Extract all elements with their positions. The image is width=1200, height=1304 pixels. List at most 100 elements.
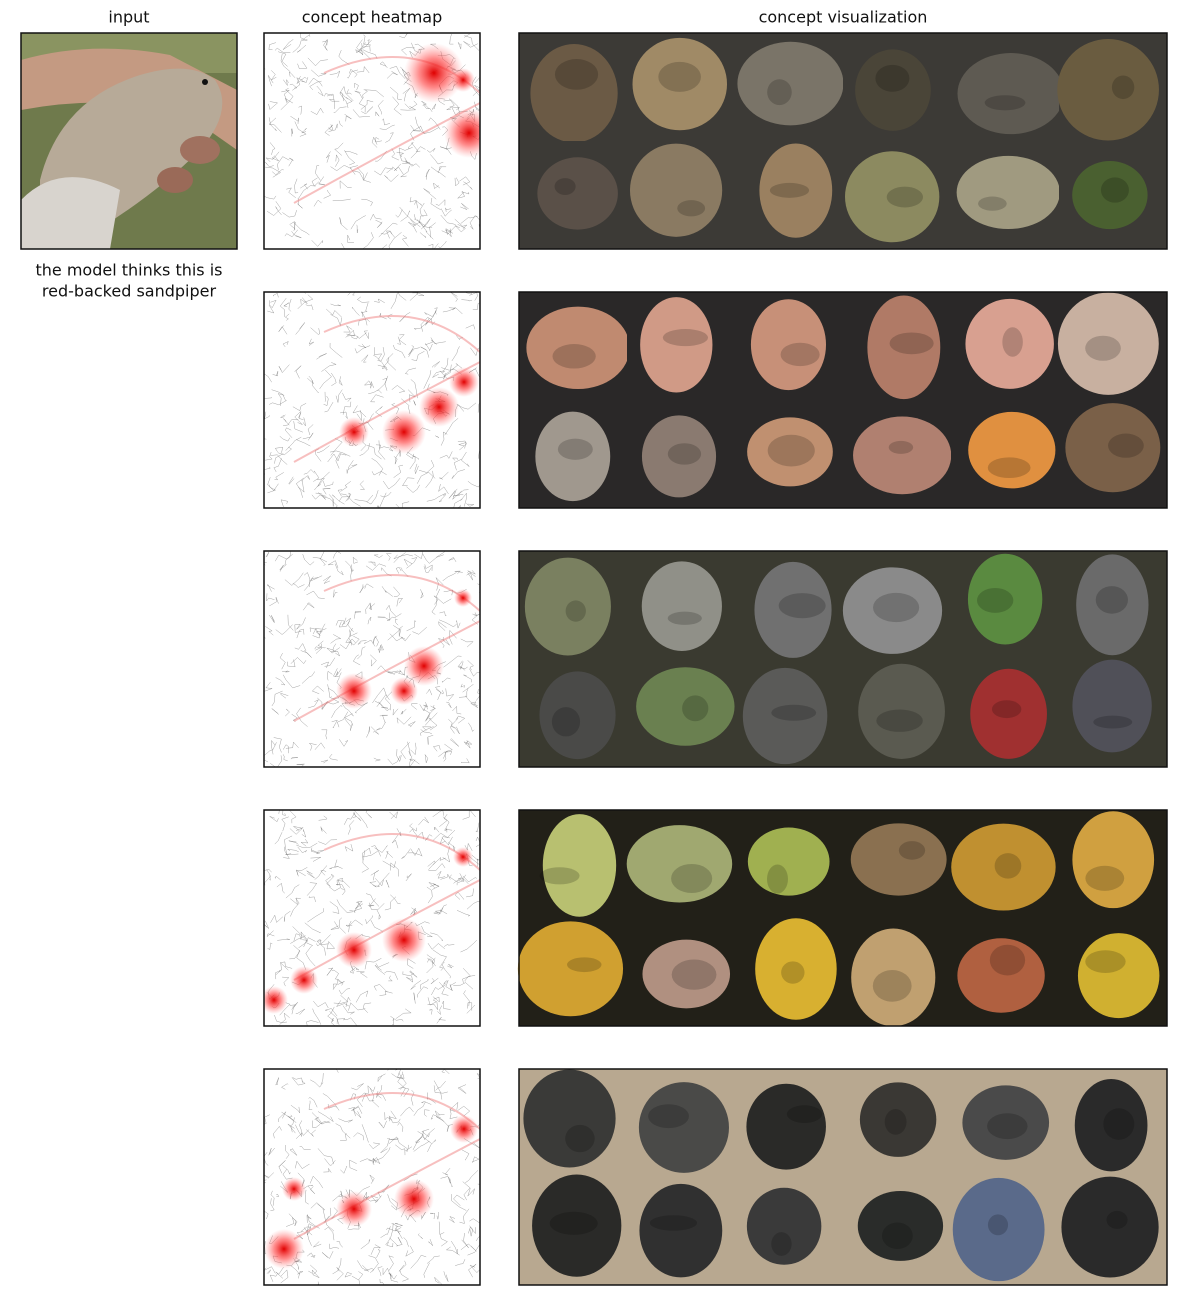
tile-blob bbox=[1057, 292, 1159, 395]
tile-detail bbox=[989, 944, 1026, 976]
tile-detail bbox=[565, 600, 586, 622]
tile-blob bbox=[638, 1082, 729, 1173]
tile-blob bbox=[755, 918, 837, 1020]
tile-blob bbox=[1074, 1079, 1148, 1172]
tile-blob bbox=[746, 1187, 822, 1265]
tile-blob bbox=[851, 928, 936, 1027]
frame bbox=[263, 32, 481, 250]
tile-detail bbox=[873, 592, 920, 623]
tile-detail bbox=[549, 1211, 598, 1235]
heat-spot bbox=[449, 367, 479, 397]
frame bbox=[263, 291, 481, 509]
caption-line: red-backed sandpiper bbox=[42, 282, 217, 301]
tile-detail bbox=[876, 709, 923, 732]
frame bbox=[518, 809, 1168, 1027]
tile-blob bbox=[1061, 1176, 1159, 1278]
tile-blob bbox=[754, 561, 832, 658]
tile-detail bbox=[872, 970, 912, 1002]
tile-blob bbox=[957, 53, 1065, 135]
input-image bbox=[21, 33, 237, 249]
tile-detail bbox=[648, 1104, 689, 1129]
finger bbox=[180, 136, 220, 164]
tile-detail bbox=[898, 841, 926, 860]
tile-detail bbox=[769, 182, 810, 198]
tile-detail bbox=[1095, 586, 1129, 614]
heatmap bbox=[264, 292, 480, 508]
heat-spot bbox=[404, 43, 464, 103]
heat-spot bbox=[394, 1179, 434, 1219]
tile-detail bbox=[987, 457, 1031, 479]
tile-detail bbox=[682, 695, 709, 722]
tile-detail bbox=[1106, 1210, 1128, 1229]
heat-spot bbox=[339, 417, 369, 447]
tile-detail bbox=[1085, 950, 1126, 973]
heat-spot bbox=[419, 387, 459, 427]
frame bbox=[518, 291, 1168, 509]
heat-spot bbox=[382, 410, 426, 454]
tile-detail bbox=[567, 957, 602, 973]
heat-spot bbox=[282, 1177, 306, 1201]
heat-spot bbox=[390, 677, 418, 705]
tile-detail bbox=[565, 1124, 595, 1153]
tile-blob bbox=[532, 1174, 622, 1277]
tile-blob bbox=[952, 1177, 1045, 1282]
tile-detail bbox=[1085, 865, 1125, 891]
tile-detail bbox=[1002, 327, 1023, 357]
tile-blob bbox=[842, 567, 943, 654]
tile-blob bbox=[867, 295, 941, 400]
frame bbox=[518, 550, 1168, 768]
tile-detail bbox=[987, 1113, 1028, 1140]
tile-blob bbox=[747, 827, 830, 896]
tile-blob bbox=[524, 557, 611, 656]
tile-detail bbox=[991, 700, 1022, 719]
edge-lines bbox=[264, 292, 480, 508]
tile-detail bbox=[1111, 75, 1135, 100]
tile-detail bbox=[671, 959, 717, 990]
tile-detail bbox=[649, 1215, 698, 1231]
tile-detail bbox=[875, 64, 910, 92]
column-title: concept heatmap bbox=[302, 8, 443, 27]
tile-detail bbox=[1103, 1108, 1135, 1140]
heatmap bbox=[264, 1069, 480, 1285]
frame bbox=[263, 1068, 481, 1286]
heat-spot bbox=[264, 986, 288, 1014]
tile-detail bbox=[539, 867, 580, 885]
tile-blob bbox=[746, 1083, 826, 1170]
tile-blob bbox=[970, 668, 1047, 759]
heatmap bbox=[264, 551, 480, 767]
tile-detail bbox=[886, 186, 924, 208]
tile-blob bbox=[850, 823, 947, 896]
tile-blob bbox=[517, 921, 624, 1017]
finger bbox=[157, 167, 193, 193]
tile-detail bbox=[771, 704, 817, 721]
heatmap bbox=[264, 810, 480, 1026]
tile-detail bbox=[766, 864, 788, 894]
tile-blob bbox=[632, 37, 728, 131]
tile-detail bbox=[786, 1105, 823, 1124]
tile-blob bbox=[526, 306, 630, 390]
caption-line: the model thinks this is bbox=[36, 261, 223, 280]
heat-spot bbox=[453, 847, 473, 867]
tile-detail bbox=[881, 1222, 913, 1249]
tile-blob bbox=[962, 1085, 1050, 1160]
tile-blob bbox=[535, 411, 611, 502]
tile-blob bbox=[956, 155, 1060, 230]
tile-detail bbox=[984, 95, 1026, 111]
tile-blob bbox=[853, 416, 952, 495]
tile-detail bbox=[662, 329, 709, 347]
tile-detail bbox=[554, 178, 576, 195]
frame bbox=[263, 550, 481, 768]
tile-detail bbox=[771, 1232, 792, 1256]
heat-spot bbox=[404, 646, 444, 686]
tile-detail bbox=[889, 332, 934, 355]
tile-blob bbox=[640, 297, 713, 393]
tile-blob bbox=[1057, 38, 1159, 141]
tile-detail bbox=[778, 593, 826, 619]
heatmap bbox=[264, 33, 480, 249]
tile-detail bbox=[552, 344, 596, 369]
tile-detail bbox=[1085, 335, 1121, 361]
edge-lines bbox=[264, 33, 480, 249]
heat-spot bbox=[336, 1191, 372, 1227]
